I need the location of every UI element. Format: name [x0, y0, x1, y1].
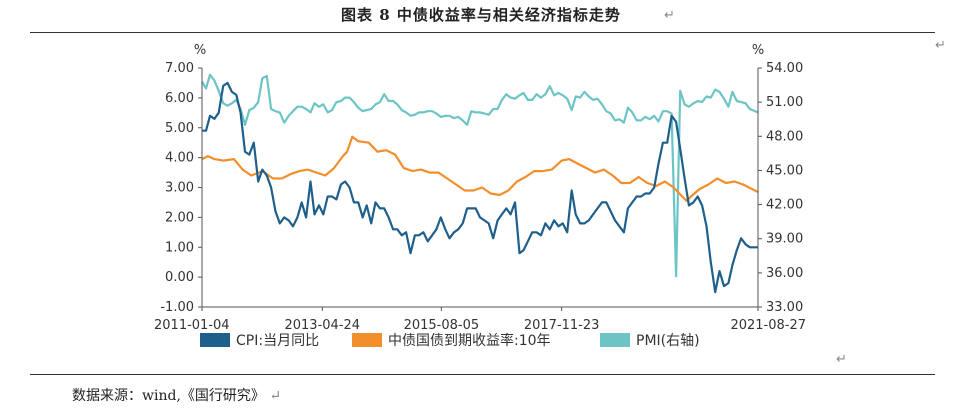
x-tick-label: 2021-08-27 [730, 318, 806, 333]
x-tick-label: 2013-04-24 [284, 318, 360, 333]
legend-label-bond: 中债国债到期收益率:10年 [388, 332, 551, 349]
x-tick-label: 2011-01-04 [154, 318, 230, 333]
line-chart: % %7.006.005.004.003.002.001.000.00-1.005… [154, 43, 806, 349]
left-tick-label: -1.00 [160, 300, 194, 315]
x-tick-label: 2017-11-23 [524, 318, 600, 333]
right-tick-label: 51.00 [766, 95, 803, 110]
legend-label-cpi: CPI:当月同比 [236, 333, 319, 349]
series-line-cpi [202, 81, 758, 294]
legend-swatch-cpi [200, 333, 230, 347]
left-tick-label: 3.00 [165, 181, 194, 196]
source-note: 数据来源：wind,《国行研究》 ↵ [72, 385, 281, 405]
chart-figure-title: 图表 8 中债收益率与相关经济指标走势 [341, 6, 621, 24]
return-mark: ↵ [664, 8, 675, 23]
left-tick-label: 5.00 [165, 121, 194, 136]
top-rule [30, 32, 935, 33]
series-line-bond [201, 135, 759, 202]
right-unit-label: % [752, 43, 764, 58]
legend-swatch-pmi [600, 333, 630, 347]
right-tick-label: 48.00 [766, 129, 803, 144]
series-line-pmi [201, 73, 759, 278]
return-mark: ↵ [269, 388, 282, 404]
return-mark: ↵ [836, 352, 847, 367]
left-tick-label: 2.00 [165, 210, 194, 225]
right-tick-label: 33.00 [766, 300, 803, 315]
x-tick-label: 2015-08-05 [404, 318, 480, 333]
bottom-rule [30, 374, 935, 375]
left-tick-label: 4.00 [165, 151, 194, 166]
right-tick-label: 45.00 [766, 163, 803, 178]
source-text: 数据来源：wind,《国行研究》 [72, 388, 265, 404]
right-tick-label: 42.00 [766, 198, 803, 213]
left-tick-label: 0.00 [165, 270, 194, 285]
return-mark: ↵ [935, 38, 946, 53]
legend-label-pmi: PMI(右轴) [636, 333, 700, 349]
legend-swatch-bond [352, 333, 382, 347]
left-tick-label: 7.00 [165, 61, 194, 76]
right-tick-label: 36.00 [766, 266, 803, 281]
left-tick-label: 6.00 [165, 91, 194, 106]
left-unit-label: % [194, 43, 206, 58]
right-tick-label: 39.00 [766, 232, 803, 247]
left-tick-label: 1.00 [165, 240, 194, 255]
right-tick-label: 54.00 [766, 61, 803, 76]
